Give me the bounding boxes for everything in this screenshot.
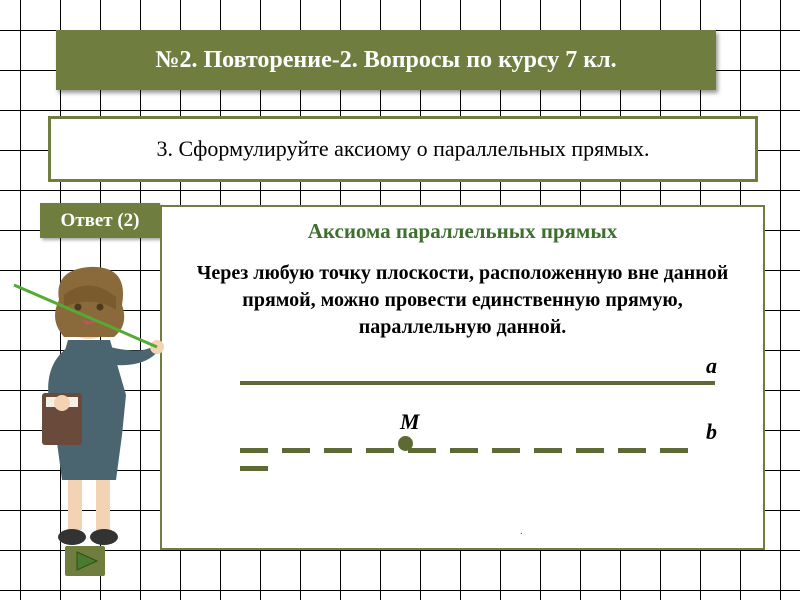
- teacher-illustration: [4, 255, 174, 555]
- label-a: a: [706, 353, 717, 379]
- axiom-title: Аксиома параллельных прямых: [180, 219, 745, 244]
- label-M: M: [400, 409, 420, 435]
- line-a: a: [240, 381, 715, 385]
- label-b: b: [706, 419, 717, 445]
- next-button[interactable]: [65, 546, 105, 576]
- line-b: M b: [240, 441, 715, 447]
- parallel-lines-diagram: a M b: [200, 371, 725, 491]
- question-box: 3. Сформулируйте аксиому о параллельных …: [48, 116, 758, 182]
- footer-dot: .: [520, 525, 523, 537]
- axiom-body: Через любую точку плоскости, расположенн…: [180, 260, 745, 341]
- slide-header: №2. Повторение-2. Вопросы по курсу 7 кл.: [56, 30, 716, 90]
- question-text: 3. Сформулируйте аксиому о параллельных …: [157, 136, 650, 162]
- answer-tab[interactable]: Ответ (2): [40, 203, 160, 238]
- answer-content: Аксиома параллельных прямых Через любую …: [160, 205, 765, 550]
